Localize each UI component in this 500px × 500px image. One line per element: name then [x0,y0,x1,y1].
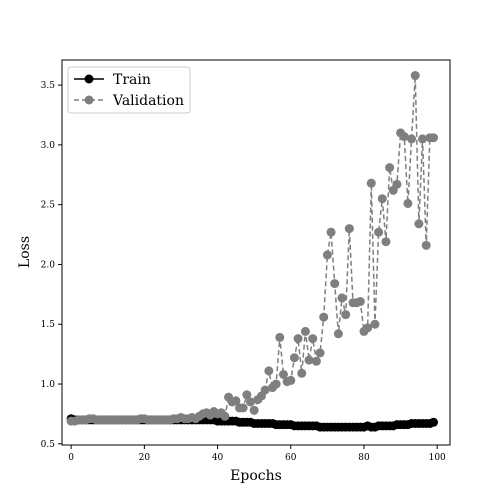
validation-data-point [311,356,321,366]
validation-data-point [308,334,318,344]
x-tick-label: 80 [358,453,370,463]
validation-data-point [363,323,373,333]
validation-data-point [407,134,417,144]
y-tick-label: 2.5 [41,201,56,211]
plot-area [62,60,450,445]
validation-data-point [333,329,343,339]
validation-data-point [260,385,270,395]
validation-data-point [403,198,413,208]
x-tick-label: 20 [139,453,151,463]
series-points [66,71,439,432]
validation-data-point [322,250,332,260]
validation-data-point [293,334,303,344]
plot-frame [61,59,451,446]
validation-data-point [330,279,340,289]
validation-data-point [264,366,274,376]
validation-data-point [429,133,439,143]
legend: Train Validation [67,66,191,114]
validation-data-point [242,390,252,400]
y-tick-label: 3.5 [41,81,56,91]
validation-data-point [344,224,354,234]
validation-data-point [300,326,310,336]
validation-data-point [249,405,259,415]
x-tick-label: 40 [212,453,224,463]
x-tick-label: 100 [429,453,446,463]
validation-data-point [231,396,241,406]
validation-data-point [286,375,296,385]
legend-validation-marker [84,95,94,105]
validation-data-point [326,227,336,237]
x-tick-label: 60 [285,453,297,463]
y-tick-label: 2.0 [41,260,56,270]
validation-data-point [374,227,384,237]
validation-data-point [370,319,380,329]
validation-data-point [392,179,402,189]
validation-data-point [381,237,391,247]
y-tick-label: 1.5 [41,320,56,330]
validation-data-point [377,194,387,204]
x-tick-label: 0 [68,453,74,463]
validation-data-point [418,134,428,144]
x-axis-label: Epochs [230,468,282,484]
validation-data-point [297,368,307,378]
validation-data-point [355,297,365,307]
validation-data-point [246,397,256,407]
validation-data-point [410,71,420,81]
validation-data-point [399,132,409,142]
validation-data-point [341,310,351,320]
train-data-point [429,417,439,427]
y-tick-label: 0.5 [41,440,56,450]
validation-data-point [315,348,325,358]
validation-data-point [271,379,281,389]
y-tick-label: 3.0 [41,141,56,151]
validation-data-point [385,163,395,173]
validation-data-point [275,332,285,342]
y-tick-label: 1.0 [41,380,56,390]
legend-validation-label: Validation [112,93,184,109]
validation-data-point [289,353,299,363]
validation-data-point [421,240,431,250]
legend-train-marker [84,74,94,84]
validation-data-point [414,219,424,229]
validation-data-point [238,403,248,413]
legend-train-label: Train [113,72,151,88]
y-axis-ticks: 0.5 1.0 1.5 2.0 2.5 3.0 3.5 [41,81,62,450]
validation-data-point [319,312,329,322]
validation-data-point [220,411,230,421]
validation-data-point [366,178,376,188]
validation-data-point [337,293,347,303]
validation-data-point [278,369,288,379]
x-axis-ticks: 0 20 40 60 80 100 [68,445,446,463]
y-axis-label: Loss [17,236,33,268]
validation-data-point [304,355,314,365]
